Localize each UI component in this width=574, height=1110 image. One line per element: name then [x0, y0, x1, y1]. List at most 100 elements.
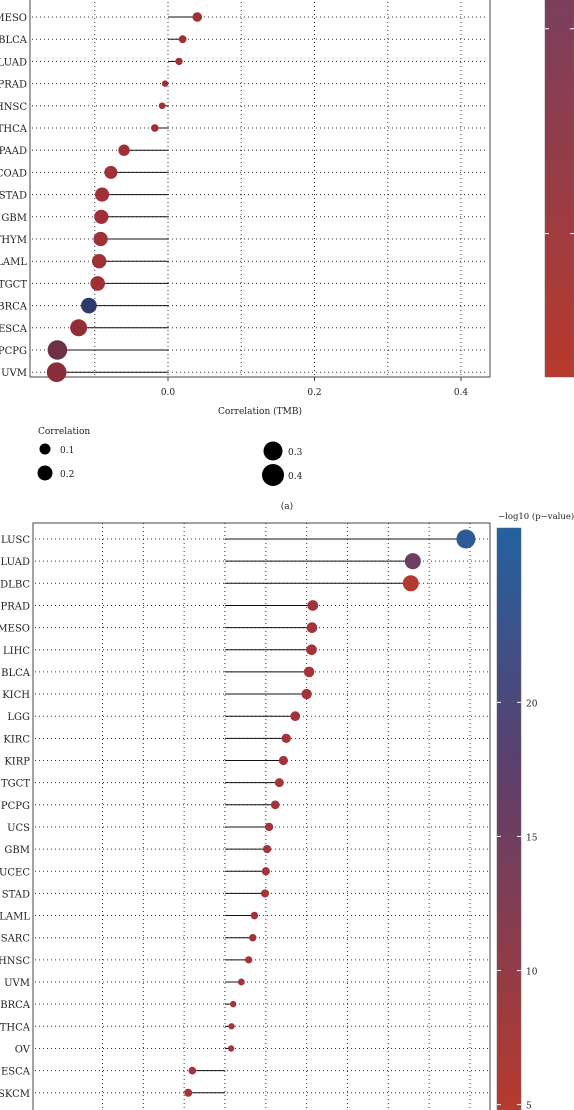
lollipop-point-ucec: [261, 867, 270, 876]
lollipop-point-pcpg: [270, 800, 280, 810]
size-legend-label: 0.4: [288, 472, 303, 482]
lollipop-point-uvm: [237, 978, 245, 986]
plot-border: [29, 0, 491, 378]
y-tick-label: UCEC: [0, 867, 30, 878]
x-tick-label: 0.4: [454, 388, 469, 398]
lollipop-point-ucs: [264, 822, 274, 832]
colorbar-a: [544, 0, 574, 378]
lollipop-point-gbm: [262, 844, 272, 854]
y-tick-label: KIRC: [3, 734, 30, 745]
lollipop-point-kirc: [281, 733, 291, 743]
lollipop-point-meso: [306, 622, 318, 633]
lollipop-point-uvm: [46, 362, 67, 383]
lollipop-point-paad: [118, 144, 130, 156]
colorbar-tick-label: 20: [526, 699, 538, 709]
lollipop-point-ov: [227, 1045, 235, 1052]
lollipop-point-pcpg: [47, 340, 68, 360]
lollipop-point-hnsc: [158, 102, 166, 110]
y-tick-label: GBM: [1, 213, 27, 224]
lollipop-point-stad: [260, 889, 270, 898]
y-tick-label: TGCT: [0, 279, 27, 290]
lollipop-point-coad: [104, 165, 118, 179]
lollipop-point-tgct: [90, 276, 105, 291]
lollipop-point-tgct: [274, 778, 284, 788]
lollipop-point-laml: [250, 911, 259, 920]
lollipop-point-sarc: [249, 933, 257, 942]
chart-panel-b: LUSC LUAD DLBC PRAD MESO LIHC BLCA KICH LGG KIRC K…: [0, 511, 574, 1110]
lollipop-point-laml: [91, 253, 107, 269]
y-tick-label: STAD: [0, 191, 27, 202]
lollipop-point-luad: [404, 553, 421, 570]
y-tick-label: COAD: [0, 168, 27, 179]
y-tick-label: STAD: [2, 889, 30, 900]
y-tick-label: UVM: [1, 368, 27, 379]
y-tick-label: BRCA: [0, 302, 28, 313]
y-tick-label: PCPG: [1, 801, 30, 812]
lollipop-point-thym: [93, 231, 108, 247]
size-legend-dot: [39, 443, 51, 455]
chart-panel-a: MESO BLCA LUAD PRAD HNSC THCA PAAD COAD STAD GBM T…: [0, 0, 574, 512]
lollipop-point-brca: [81, 297, 97, 314]
size-legend-dot: [263, 441, 283, 461]
lollipop-point-brca: [229, 1000, 237, 1008]
y-tick-label: PAAD: [0, 146, 27, 157]
colorbar-title: −log10 (p−value): [498, 511, 574, 522]
y-tick-label: LUSC: [1, 535, 30, 546]
lollipop-point-dlbc: [402, 575, 419, 592]
lollipop-point-kich: [301, 688, 312, 700]
lollipop-point-thca: [151, 124, 159, 132]
y-tick-label: ESCA: [0, 324, 28, 335]
y-tick-label: KICH: [2, 690, 30, 701]
y-tick-label: LUAD: [1, 557, 30, 568]
y-tick-label: HNSC: [0, 102, 27, 113]
x-tick-label: 0.2: [307, 388, 321, 398]
size-legend-label: 0.3: [288, 448, 303, 458]
colorbar-tick-label: 10: [526, 968, 538, 978]
lollipop-point-meso: [192, 12, 203, 22]
y-tick-label: OV: [15, 1044, 31, 1055]
lollipop-point-lgg: [290, 711, 301, 722]
size-legend-title: Correlation: [38, 427, 90, 437]
y-tick-label: DLBC: [0, 579, 30, 590]
y-tick-label: ESCA: [1, 1067, 31, 1078]
y-tick-label: UVM: [4, 978, 30, 989]
y-tick-label: LAML: [0, 257, 27, 268]
lollipop-point-esca: [70, 319, 88, 337]
y-tick-label: PCPG: [0, 346, 27, 357]
y-tick-label: PRAD: [0, 80, 27, 91]
y-tick-label: BLCA: [0, 35, 28, 46]
y-tick-label: THCA: [0, 1022, 31, 1033]
size-legend-dot: [37, 465, 53, 481]
size-legend-dot: [262, 464, 284, 486]
y-tick-label: UCS: [7, 823, 30, 834]
lollipop-point-prad: [307, 600, 319, 611]
y-tick-label: TGCT: [1, 779, 30, 790]
colorbar-tick-label: 5: [526, 1102, 532, 1110]
y-tick-label: SARC: [1, 934, 31, 945]
y-tick-label: LIHC: [3, 646, 30, 657]
y-tick-label: THYM: [0, 235, 27, 246]
lollipop-point-thca: [228, 1023, 235, 1030]
plot-border: [32, 522, 491, 1110]
lollipop-point-hnsc: [245, 956, 253, 964]
lollipop-point-skcm: [184, 1088, 193, 1097]
y-tick-label: LAML: [0, 912, 30, 923]
lollipop-point-gbm: [94, 209, 109, 224]
y-tick-label: MESO: [0, 624, 30, 635]
colorbar-b: [496, 527, 522, 1110]
y-tick-label: KIRP: [4, 757, 30, 768]
x-axis-label: Correlation (TMB): [218, 406, 302, 417]
lollipop-point-kirp: [278, 755, 288, 766]
y-tick-label: MESO: [0, 13, 27, 24]
y-tick-label: PRAD: [1, 601, 31, 612]
size-legend-label: 0.2: [60, 470, 74, 480]
y-tick-label: GBM: [4, 845, 30, 856]
y-tick-label: HNSC: [0, 956, 30, 967]
panel-label: (a): [281, 501, 293, 512]
lollipop-point-prad: [161, 80, 169, 87]
lollipop-point-lihc: [306, 644, 317, 656]
lollipop-point-blca: [178, 35, 187, 44]
size-legend-label: 0.1: [60, 446, 74, 456]
lollipop-point-esca: [188, 1066, 197, 1075]
